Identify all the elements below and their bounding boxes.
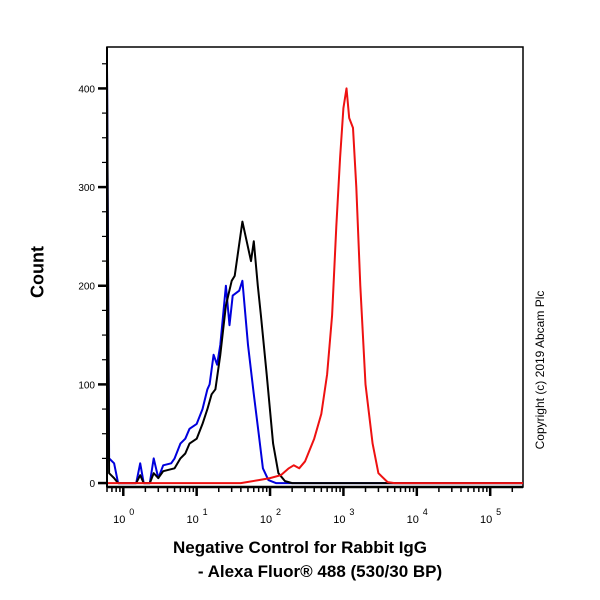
x-axis-label-line2: - Alexa Fluor® 488 (530/30 BP) <box>197 562 443 581</box>
y-tick-label: 0 <box>89 479 95 490</box>
x-tick-label: 10 <box>260 514 272 526</box>
y-tick-label: 200 <box>78 282 95 293</box>
x-tick-exponent: 3 <box>349 507 354 517</box>
x-tick-label: 10 <box>113 514 125 526</box>
y-tick-label: 100 <box>78 380 95 391</box>
series-line-2 <box>107 87 523 485</box>
y-axis-label: Count <box>27 246 48 298</box>
x-tick-exponent: 2 <box>276 507 281 517</box>
series-line-1 <box>106 68 523 485</box>
x-tick-exponent: 5 <box>496 507 501 517</box>
copyright-text: Copyright (c) 2019 Abcam Plc <box>533 290 547 450</box>
y-tick-label: 300 <box>78 183 95 194</box>
plot-frame <box>106 46 524 488</box>
x-tick-exponent: 1 <box>203 507 208 517</box>
x-tick-label: 10 <box>187 514 199 526</box>
x-tick-exponent: 4 <box>423 507 428 517</box>
x-tick-label: 10 <box>333 514 345 526</box>
x-axis-label-line1: Negative Control for Rabbit IgG <box>172 538 428 557</box>
x-tick-label: 10 <box>407 514 419 526</box>
x-tick-label: 10 <box>480 514 492 526</box>
series-line-0 <box>106 68 523 485</box>
y-tick-label: 400 <box>78 84 95 95</box>
x-tick-exponent: 0 <box>129 507 134 517</box>
